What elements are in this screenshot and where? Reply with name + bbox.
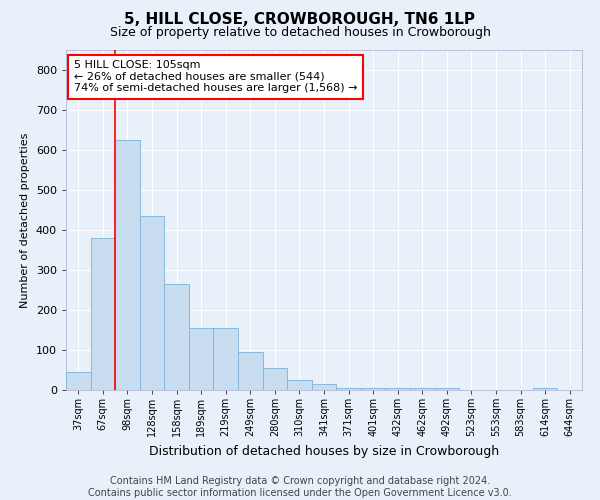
Y-axis label: Number of detached properties: Number of detached properties	[20, 132, 30, 308]
Bar	[263, 368, 287, 390]
X-axis label: Distribution of detached houses by size in Crowborough: Distribution of detached houses by size …	[149, 444, 499, 458]
Bar	[361, 388, 385, 390]
Bar	[385, 388, 410, 390]
Bar	[533, 388, 557, 390]
Bar	[410, 388, 434, 390]
Bar	[336, 388, 361, 390]
Text: Size of property relative to detached houses in Crowborough: Size of property relative to detached ho…	[110, 26, 490, 39]
Bar	[91, 238, 115, 390]
Bar	[434, 388, 459, 390]
Bar	[164, 284, 189, 390]
Bar	[66, 372, 91, 390]
Bar	[238, 352, 263, 390]
Bar	[312, 384, 336, 390]
Bar	[115, 140, 140, 390]
Bar	[214, 328, 238, 390]
Bar	[189, 328, 214, 390]
Bar	[287, 380, 312, 390]
Text: 5 HILL CLOSE: 105sqm
← 26% of detached houses are smaller (544)
74% of semi-deta: 5 HILL CLOSE: 105sqm ← 26% of detached h…	[74, 60, 357, 94]
Bar	[140, 216, 164, 390]
Text: Contains HM Land Registry data © Crown copyright and database right 2024.
Contai: Contains HM Land Registry data © Crown c…	[88, 476, 512, 498]
Text: 5, HILL CLOSE, CROWBOROUGH, TN6 1LP: 5, HILL CLOSE, CROWBOROUGH, TN6 1LP	[125, 12, 476, 28]
